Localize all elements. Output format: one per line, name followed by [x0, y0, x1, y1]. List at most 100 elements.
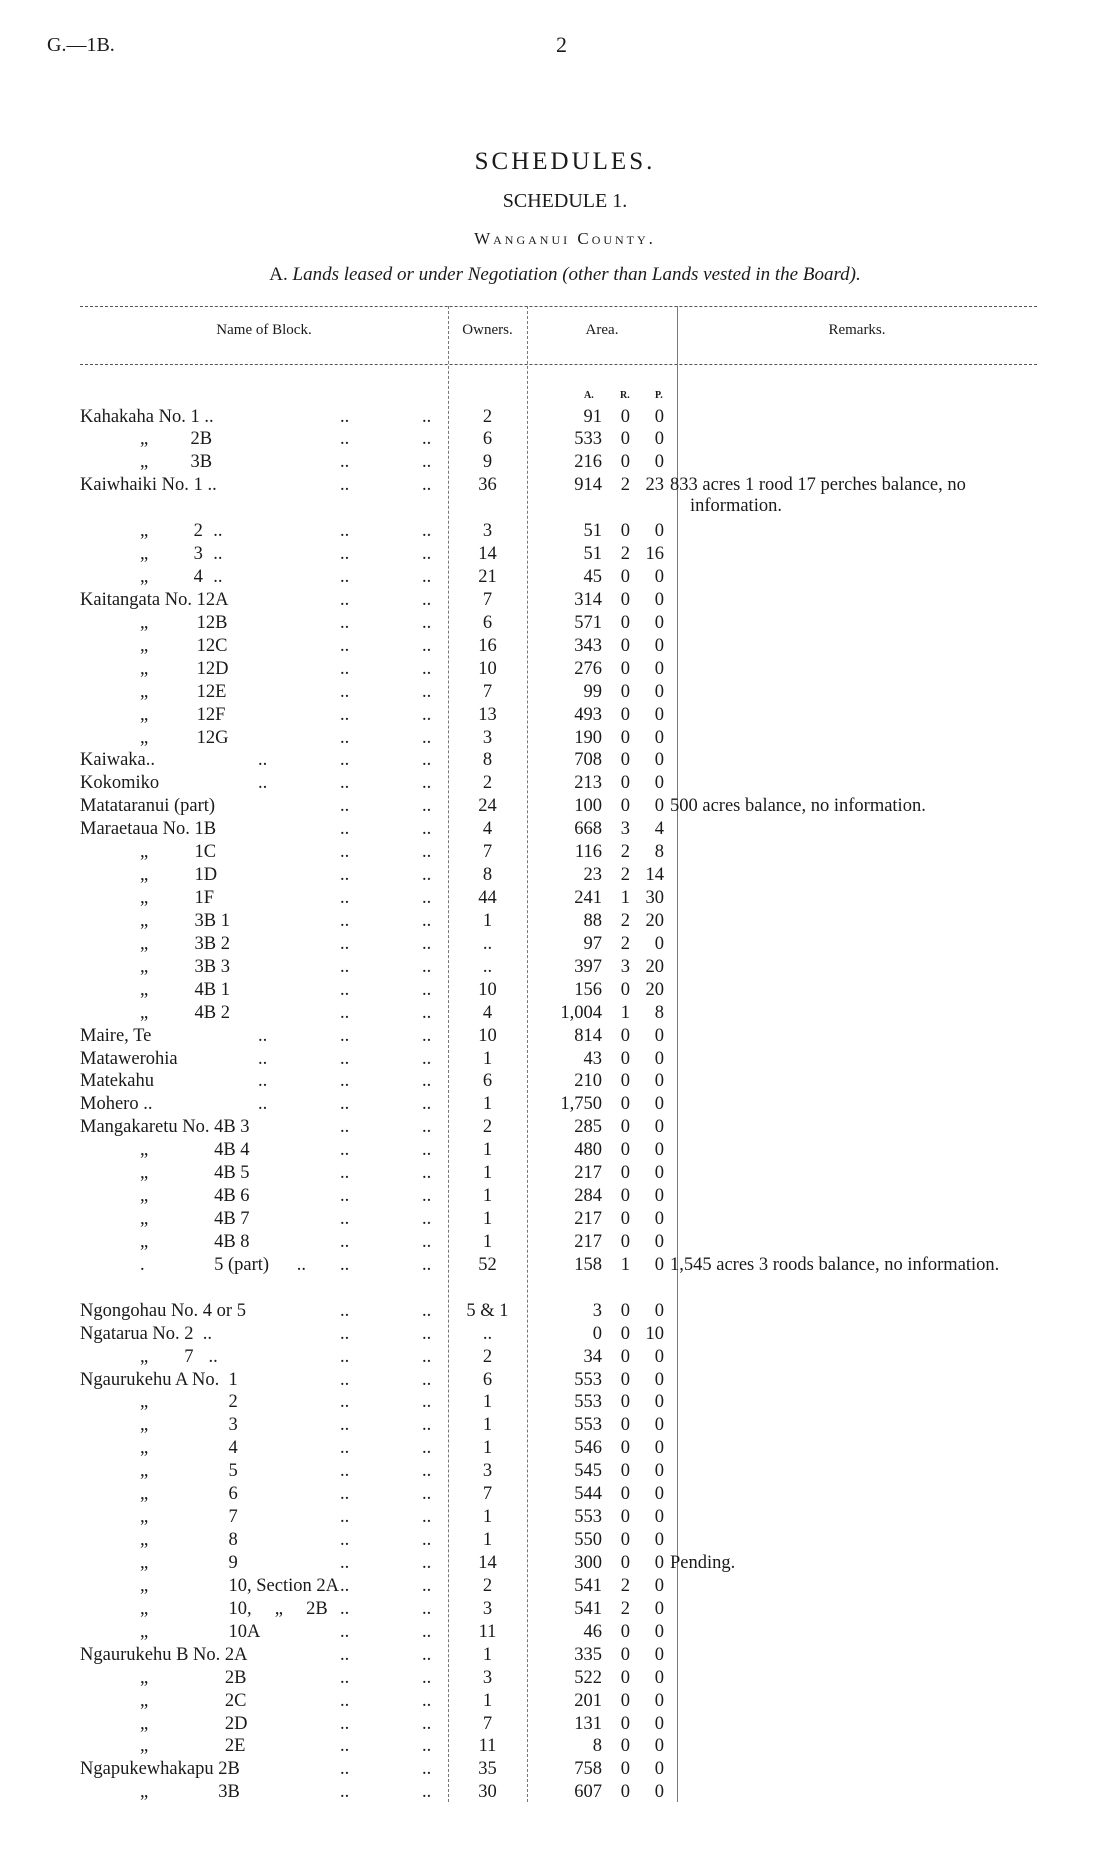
area-roods: 0 [620, 1690, 630, 1711]
table-row: „ 12G.... 3 190 0 0 [0, 727, 1114, 750]
area-roods: 0 [620, 429, 630, 450]
ditto-mark: „ [140, 1507, 149, 1528]
leader-dots: .. [422, 612, 432, 633]
ditto-mark: „ [140, 1209, 149, 1230]
block-name-text: Ngapukewhakapu [80, 1759, 219, 1780]
table-row: „ 10, „ 2B.... 3 541 2 0 [0, 1598, 1114, 1621]
block-number: 4B 2 [194, 1002, 231, 1023]
owners-count: 1 [482, 1415, 493, 1436]
owners-count: 7 [482, 842, 493, 863]
owners-count: 11 [478, 1621, 497, 1642]
owners-count: 4 [482, 819, 493, 840]
leader-dots: .. [422, 1667, 432, 1688]
area-roods: 2 [620, 865, 630, 886]
area-acres: 0 [592, 1323, 602, 1344]
column-divider [448, 306, 449, 1802]
area-roods: 0 [620, 1140, 630, 1161]
block-number: 10, Section 2A [228, 1575, 339, 1596]
remark-text: 1,545 acres 3 roods balance, no informat… [670, 1254, 1000, 1275]
table-row: „ 2B.... 3 522 0 0 [0, 1667, 1114, 1690]
table-row: „ 4B 7.... 1 217 0 0 [0, 1208, 1114, 1231]
leader-dots: .. [340, 567, 350, 587]
table-top-rule [80, 306, 1037, 307]
area-perches: 20 [645, 979, 665, 1000]
leader-dots: .. [340, 910, 350, 931]
leader-dots: .. [340, 1140, 350, 1161]
block-number: 12B [196, 612, 228, 633]
block-number: 1 [193, 475, 203, 496]
area-roods: 0 [620, 796, 630, 817]
area-acres: 217 [574, 1209, 602, 1230]
leader-dots: .. [340, 1507, 350, 1528]
owners-count: 7 [482, 681, 493, 702]
table-row: „ 3.... 1 553 0 0 [0, 1414, 1114, 1437]
ditto-mark: „ [140, 888, 149, 909]
block-number: 10A [228, 1621, 261, 1642]
owners-count: 3 [482, 727, 493, 748]
leader-dots: .. [422, 1163, 432, 1184]
area-perches: 0 [654, 1048, 664, 1069]
area-acres: 553 [574, 1415, 602, 1436]
area-roods: 0 [620, 658, 630, 679]
area-acres: 213 [574, 773, 602, 794]
ditto-mark: „ [140, 1621, 149, 1642]
leader-dots: .. [340, 1736, 350, 1757]
leader-dots: .. [422, 544, 432, 565]
area-acres: 553 [574, 1392, 602, 1413]
leader-dots: .. [340, 1163, 350, 1184]
area-perches: 0 [654, 589, 664, 610]
block-name: Matawerohia [80, 1048, 178, 1071]
owners-count: 6 [482, 1071, 493, 1092]
leader-dots: .. [340, 429, 350, 450]
owners-count: 3 [482, 1598, 493, 1619]
area-perches: 30 [645, 888, 665, 909]
block-number: 2 [228, 1392, 238, 1413]
block-name-text: Kahakaha No. [80, 406, 191, 427]
block-number: 3B 3 [194, 956, 231, 977]
block-name-text: Mangakaretu No. [80, 1117, 215, 1138]
block-number: 1 [190, 406, 200, 427]
area-roods: 0 [620, 1507, 630, 1528]
owners-count: 2 [482, 406, 493, 427]
leader-dots: .. [340, 406, 350, 427]
block-number: 12G [196, 727, 229, 748]
area-acres: 216 [574, 452, 602, 473]
table-row: Ngaurukehu B No. 2A.... 1 335 0 0 [0, 1644, 1114, 1667]
leader-dots: .. [202, 475, 217, 496]
leader-dots: .. [422, 1713, 432, 1734]
table-row: Maire, Te...... 10 814 0 0 [0, 1025, 1114, 1048]
block-number: 5 [228, 1461, 238, 1482]
leader-dots: .. [340, 1002, 350, 1023]
area-roods: 0 [620, 1071, 630, 1092]
block-number: 4 [193, 567, 203, 587]
block-number: 2B [224, 1667, 247, 1688]
area-roods: 0 [620, 1025, 630, 1046]
table-row: „ 4B 8.... 1 217 0 0 [0, 1231, 1114, 1254]
block-name-text: Mohero .. [80, 1094, 153, 1115]
leader-dots: .. [422, 979, 432, 1000]
leader-dots: .. [340, 1438, 350, 1459]
ditto-mark: „ [140, 1346, 149, 1367]
block-name-text: Maire, Te [80, 1025, 152, 1046]
table-row: „ 7.... 1 553 0 0 [0, 1506, 1114, 1529]
table-row: „ 4.... 1 546 0 0 [0, 1437, 1114, 1460]
column-divider [677, 306, 678, 1802]
ditto-mark: „ [140, 1140, 149, 1161]
owners-count: 36 [478, 475, 497, 496]
ditto-mark: „ [140, 1690, 149, 1711]
area-acres: 493 [574, 704, 602, 725]
block-number: 4B 7 [214, 1209, 250, 1230]
owners-count: 14 [478, 1553, 497, 1573]
owners-count: 30 [478, 1782, 497, 1803]
section-text: Lands leased or under Negotiation (other… [292, 264, 861, 285]
ditto-mark: „ [140, 865, 149, 886]
block-name: Kaitangata No. 12A [80, 589, 229, 612]
area-roods: 0 [620, 1163, 630, 1184]
leader-dots: .. [340, 1346, 350, 1367]
leader-dots: .. [340, 452, 350, 473]
leader-dots: .. [340, 1461, 350, 1482]
leader-dots: .. [422, 773, 432, 794]
area-acres: 100 [574, 796, 602, 817]
leader-dots: .. [422, 1323, 432, 1344]
leader-dots: .. [340, 796, 350, 817]
